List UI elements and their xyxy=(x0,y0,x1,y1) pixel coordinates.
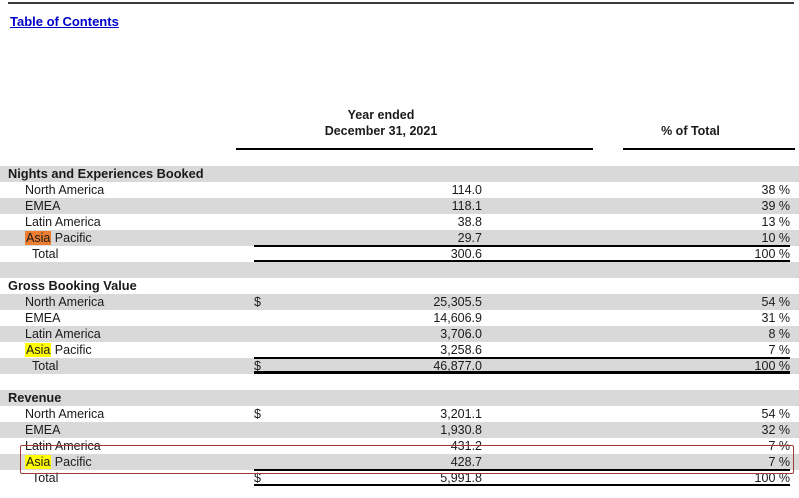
table-row: Latin America 38.8 13 % xyxy=(0,214,799,230)
orange-highlight-asia: Asia xyxy=(25,231,52,245)
table-row: North America 114.0 38 % xyxy=(0,182,799,198)
period-header-line1: Year ended xyxy=(347,108,415,122)
yellow-highlight-asia: Asia xyxy=(25,455,52,469)
table-row: Asia Pacific 428.7 7 % xyxy=(0,454,799,470)
header-underline-left xyxy=(236,148,593,150)
total-label: Total xyxy=(32,247,59,261)
row-value: 428.7 xyxy=(450,455,482,469)
row-label-rest: Pacific xyxy=(51,455,92,469)
row-label: Asia Pacific xyxy=(0,342,92,358)
section-title: Gross Booking Value xyxy=(8,278,137,293)
currency-symbol: $ xyxy=(254,471,261,485)
header-underline-right xyxy=(623,148,795,150)
row-value: 25,305.5 xyxy=(433,295,482,309)
table-row: EMEA 14,606.9 31 % xyxy=(0,310,799,326)
row-label-rest: Pacific xyxy=(51,231,92,245)
total-top-rule xyxy=(254,245,790,247)
section-spacer xyxy=(0,262,799,278)
total-bottom-rule xyxy=(254,371,790,374)
row-value: 38.8 xyxy=(457,215,482,229)
row-label: Asia Pacific xyxy=(0,454,92,470)
total-row: Total $ 5,991.8 100 % xyxy=(0,469,799,486)
row-label: Asia Pacific xyxy=(0,230,92,246)
total-label: Total xyxy=(32,359,59,373)
currency-symbol: $ xyxy=(254,359,261,373)
total-value: 5,991.8 xyxy=(440,471,482,485)
table-row: Asia Pacific 3,258.6 7 % xyxy=(0,342,799,358)
row-label: North America xyxy=(25,407,105,421)
row-value: 114.0 xyxy=(451,183,482,197)
row-value: 29.7 xyxy=(457,231,482,245)
section-title: Nights and Experiences Booked xyxy=(8,166,204,181)
total-percent: 100 % xyxy=(754,247,790,261)
row-value: 431.2 xyxy=(450,439,482,453)
total-bottom-rule xyxy=(254,260,790,262)
yellow-highlight-asia: Asia xyxy=(25,343,52,357)
total-bottom-rule xyxy=(254,484,790,486)
row-percent: 8 % xyxy=(768,327,790,341)
total-row: Total 300.6 100 % xyxy=(0,245,799,262)
total-percent: 100 % xyxy=(754,359,790,373)
row-value: 118.1 xyxy=(451,199,482,213)
total-value: 300.6 xyxy=(450,247,482,261)
total-percent: 100 % xyxy=(754,471,790,485)
total-label: Total xyxy=(32,471,59,485)
row-percent: 7 % xyxy=(768,439,790,453)
section-header-nights-booked: Nights and Experiences Booked xyxy=(0,166,799,182)
currency-symbol: $ xyxy=(254,407,261,421)
row-value: 14,606.9 xyxy=(433,311,482,325)
total-value: 46,877.0 xyxy=(433,359,482,373)
row-label: Latin America xyxy=(25,215,101,229)
metrics-table: Nights and Experiences Booked North Amer… xyxy=(0,166,799,486)
table-row: EMEA 118.1 39 % xyxy=(0,198,799,214)
row-percent: 32 % xyxy=(761,423,791,437)
row-label: EMEA xyxy=(25,423,61,437)
table-of-contents-link[interactable]: Table of Contents xyxy=(10,14,119,29)
row-label-rest: Pacific xyxy=(51,343,92,357)
row-label: North America xyxy=(25,295,105,309)
row-label: EMEA xyxy=(25,199,61,213)
row-label: EMEA xyxy=(25,311,61,325)
row-value: 3,258.6 xyxy=(440,343,482,357)
page-top-divider xyxy=(8,2,794,4)
row-label: Latin America xyxy=(25,439,101,453)
section-header-revenue: Revenue xyxy=(0,390,799,406)
period-header-line2: December 31, 2021 xyxy=(324,124,438,138)
row-percent: 7 % xyxy=(768,343,790,357)
row-percent: 31 % xyxy=(761,311,791,325)
row-percent: 13 % xyxy=(761,215,791,229)
currency-symbol: $ xyxy=(254,295,261,309)
total-top-rule xyxy=(254,357,790,359)
row-percent: 38 % xyxy=(761,183,791,197)
section-spacer xyxy=(0,374,799,390)
row-value: 3,706.0 xyxy=(440,327,482,341)
period-column-header: Year ended December 31, 2021 xyxy=(236,107,526,139)
table-row-latin-america-struck: Latin America 431.2 7 % xyxy=(0,438,799,454)
section-header-gross-booking-value: Gross Booking Value xyxy=(0,278,799,294)
row-percent: 54 % xyxy=(761,407,791,421)
row-value: 3,201.1 xyxy=(440,407,482,421)
row-label: Latin America xyxy=(25,327,101,341)
row-value: 1,930.8 xyxy=(440,423,482,437)
table-row: EMEA 1,930.8 32 % xyxy=(0,422,799,438)
table-row: North America $ 25,305.5 54 % xyxy=(0,294,799,310)
section-title: Revenue xyxy=(8,390,62,405)
row-percent: 10 % xyxy=(761,231,791,245)
row-percent: 54 % xyxy=(761,295,791,309)
table-row: Latin America 3,706.0 8 % xyxy=(0,326,799,342)
table-row: North America $ 3,201.1 54 % xyxy=(0,406,799,422)
percent-column-header: % of Total xyxy=(661,124,720,138)
row-percent: 7 % xyxy=(768,455,790,469)
total-row: Total $ 46,877.0 100 % xyxy=(0,357,799,374)
row-percent: 39 % xyxy=(761,199,791,213)
table-row: Asia Pacific 29.7 10 % xyxy=(0,230,799,246)
total-top-rule xyxy=(254,469,790,471)
row-label: North America xyxy=(25,183,105,197)
